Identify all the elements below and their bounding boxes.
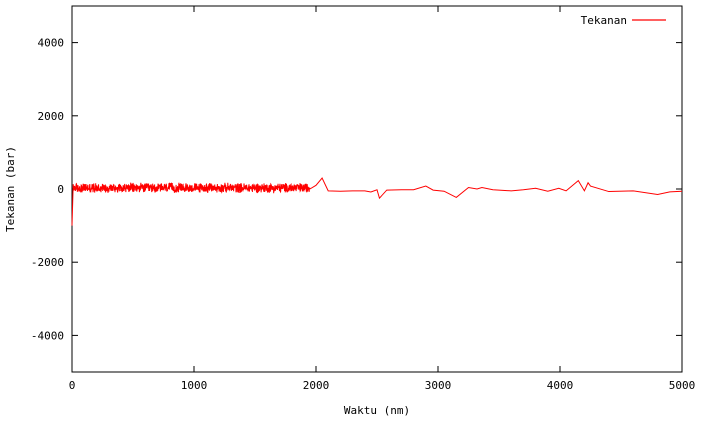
x-tick-label: 4000 bbox=[547, 379, 574, 392]
x-axis-label: Waktu (nm) bbox=[344, 404, 410, 417]
x-tick-label: 3000 bbox=[425, 379, 452, 392]
series-group bbox=[71, 177, 683, 226]
axis-ticks: 0 1000 2000 3000 4000 5000 -4000 -2000 0 2000 4000 bbox=[31, 6, 695, 392]
y-tick-label: -2000 bbox=[31, 256, 64, 269]
y-tick-label: 2000 bbox=[38, 110, 65, 123]
x-tick-label: 1000 bbox=[181, 379, 208, 392]
series-line-tekanan bbox=[71, 177, 683, 226]
y-axis-label: Tekanan (bar) bbox=[4, 146, 17, 232]
x-tick-label: 0 bbox=[69, 379, 76, 392]
y-tick-label: 4000 bbox=[38, 37, 65, 50]
y-tick-label: -4000 bbox=[31, 329, 64, 342]
x-tick-label: 5000 bbox=[669, 379, 696, 392]
legend-label-tekanan: Tekanan bbox=[581, 14, 627, 27]
x-tick-label: 2000 bbox=[303, 379, 330, 392]
y-tick-label: 0 bbox=[57, 183, 64, 196]
legend: Tekanan bbox=[581, 14, 666, 27]
